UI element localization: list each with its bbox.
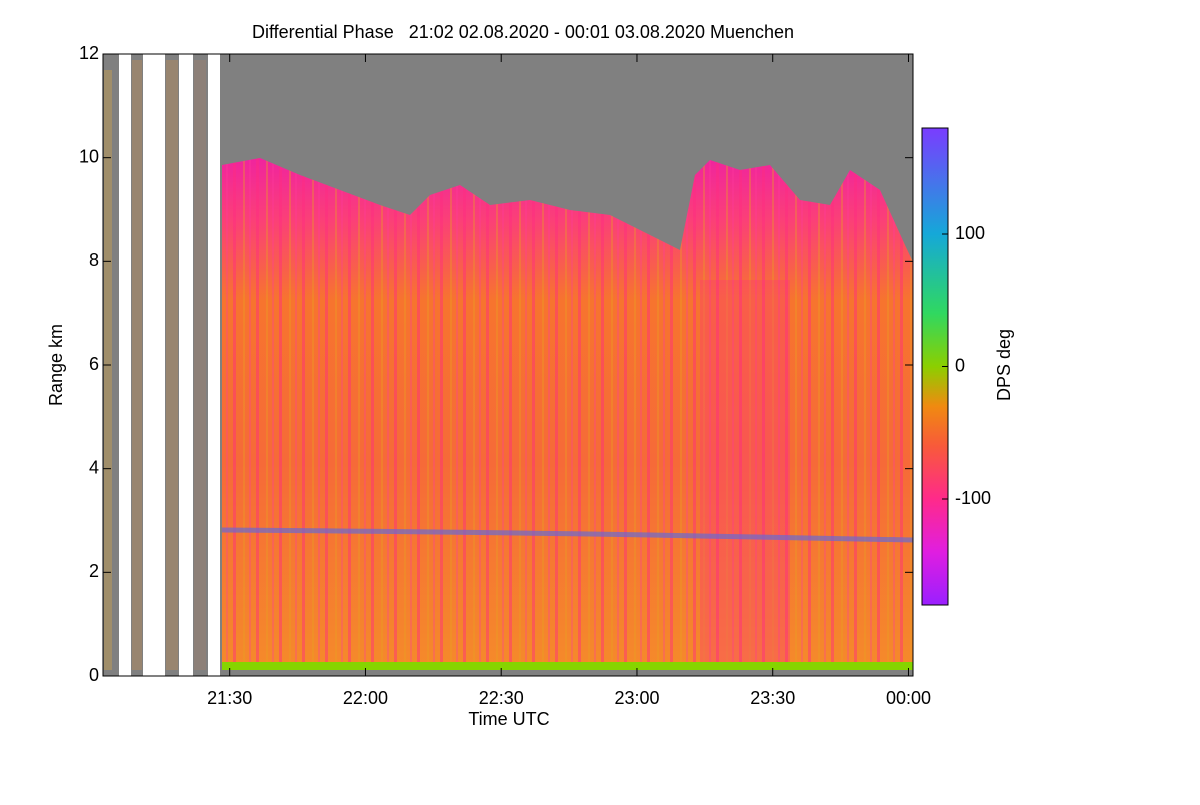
- chart-title: Differential Phase 21:02 02.08.2020 - 00…: [252, 22, 794, 42]
- field-strip: [132, 60, 142, 670]
- x-axis-title: Time UTC: [468, 709, 549, 729]
- x-tick-label: 23:30: [750, 688, 795, 708]
- y-tick-label: 0: [89, 665, 99, 685]
- field-texture: [222, 158, 913, 668]
- field-ground: [222, 662, 913, 670]
- x-tick-label: 22:00: [343, 688, 388, 708]
- field-band: [221, 527, 914, 543]
- x-tick-label: 21:30: [207, 688, 252, 708]
- field-region: [700, 280, 790, 668]
- y-axis-title: Range km: [46, 324, 66, 406]
- field-gap: [179, 54, 193, 676]
- colorbar-tick-label: -100: [955, 488, 991, 508]
- colorbar-tick-label: 100: [955, 223, 985, 243]
- y-tick-label: 8: [89, 250, 99, 270]
- field-gap: [208, 54, 220, 676]
- field-gap: [143, 54, 165, 676]
- x-tick-label: 00:00: [886, 688, 931, 708]
- y-tick-label: 6: [89, 354, 99, 374]
- colorbar-tick-label: 0: [955, 355, 965, 375]
- x-tick-label: 22:30: [479, 688, 524, 708]
- y-tick-label: 4: [89, 457, 99, 477]
- y-tick-label: 2: [89, 561, 99, 581]
- field-strip: [104, 70, 112, 670]
- x-tick-label: 23:00: [614, 688, 659, 708]
- y-tick-label: 10: [79, 146, 99, 166]
- field-gap: [119, 54, 131, 676]
- field-strip: [194, 60, 206, 670]
- colorbar-title: DPS deg: [994, 329, 1014, 401]
- field: [103, 54, 914, 676]
- y-tick-label: 12: [79, 43, 99, 63]
- field-strip: [166, 60, 178, 670]
